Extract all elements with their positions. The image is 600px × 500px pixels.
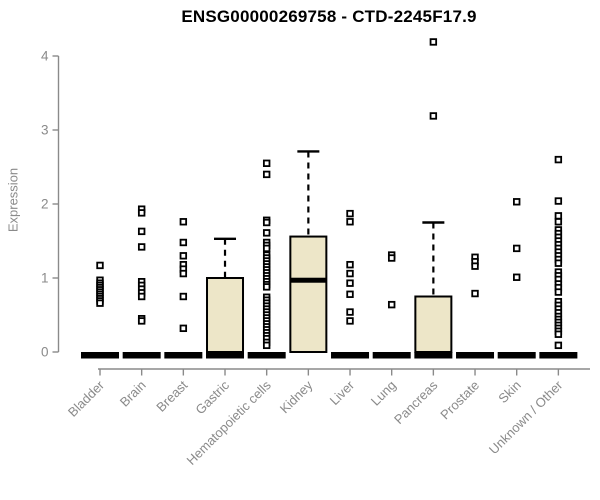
outlier-point <box>554 197 563 205</box>
outlier-point <box>179 292 188 301</box>
outlier-point <box>554 341 563 350</box>
outlier-point <box>387 300 396 309</box>
flat-box <box>539 352 578 359</box>
outlier-point <box>554 288 563 296</box>
outlier-point <box>262 229 271 237</box>
chart-title: ENSG00000269758 - CTD-2245F17.9 <box>181 7 477 26</box>
outlier-point <box>179 218 188 226</box>
outlier-point <box>429 112 438 120</box>
median-line <box>414 352 453 359</box>
outlier-point <box>179 324 188 333</box>
outlier-point <box>513 273 521 281</box>
x-category-label: Unknown / Other <box>486 377 566 457</box>
outlier-point <box>96 261 104 270</box>
median-line <box>290 277 327 283</box>
outlier-point <box>137 243 146 251</box>
outlier-point <box>346 308 354 316</box>
outlier-point <box>513 244 521 253</box>
x-category-label: Bladder <box>65 377 108 420</box>
outlier-point <box>262 244 271 253</box>
outlier-point <box>137 209 146 217</box>
x-category-label: Prostate <box>437 378 482 423</box>
box <box>206 277 245 353</box>
outlier-point <box>137 227 146 236</box>
outlier-point <box>346 317 354 325</box>
flat-box <box>164 352 203 359</box>
flat-box <box>81 352 119 359</box>
outlier-point <box>554 212 563 220</box>
x-category-label: Liver <box>327 377 358 408</box>
outlier-point <box>554 330 563 338</box>
outlier-point <box>429 38 438 46</box>
box <box>414 295 453 353</box>
outlier-point <box>179 252 188 260</box>
y-tick-label: 0 <box>41 345 49 360</box>
outlier-point <box>346 209 354 218</box>
outlier-point <box>262 170 271 179</box>
x-category-label: Skin <box>495 378 523 406</box>
outlier-point <box>262 283 271 291</box>
outlier-point <box>346 218 354 226</box>
outlier-point <box>262 218 271 227</box>
outlier-point <box>346 279 354 287</box>
flat-box <box>456 352 495 359</box>
outlier-point <box>471 262 479 270</box>
y-tick-label: 3 <box>41 123 49 138</box>
x-category-label: Breast <box>153 377 190 414</box>
outlier-point <box>471 289 479 298</box>
flat-box <box>122 352 161 359</box>
outlier-point <box>346 290 354 298</box>
flat-box <box>497 352 536 359</box>
y-tick-label: 2 <box>41 197 49 212</box>
y-tick-label: 1 <box>41 271 49 286</box>
outlier-point <box>262 159 271 167</box>
outlier-point <box>554 218 563 226</box>
outlier-point <box>137 317 146 325</box>
x-category-label: Lung <box>368 378 399 409</box>
flat-box <box>372 352 411 359</box>
outlier-point <box>554 259 563 267</box>
outlier-point <box>179 269 188 278</box>
box <box>289 235 328 353</box>
outlier-point <box>346 260 354 269</box>
outlier-point <box>262 341 271 350</box>
median-line <box>206 352 245 359</box>
x-category-label: Pancreas <box>391 377 441 427</box>
x-category-label: Brain <box>117 378 149 410</box>
outlier-point <box>137 292 146 301</box>
outlier-point <box>96 299 104 307</box>
outlier-point <box>346 269 354 278</box>
flat-box <box>331 352 370 359</box>
x-category-label: Kidney <box>277 377 316 416</box>
outlier-point <box>179 238 188 247</box>
outlier-point <box>513 198 521 206</box>
outlier-point <box>554 155 563 164</box>
x-category-label: Gastric <box>192 377 232 417</box>
outlier-point <box>387 254 396 262</box>
y-tick-label: 4 <box>41 49 49 64</box>
flat-box <box>247 352 286 359</box>
